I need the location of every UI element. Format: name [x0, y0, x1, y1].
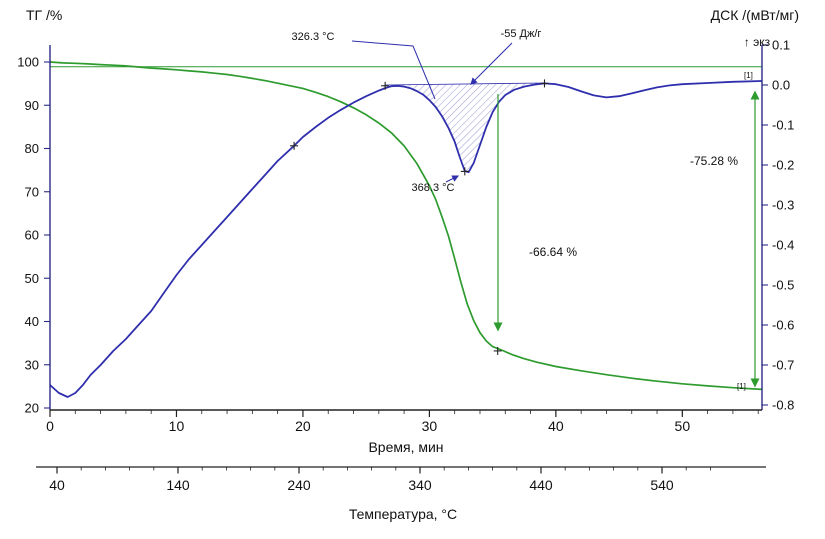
tg-tick-label: 60 [25, 228, 39, 243]
dsc-tick-label: -0.3 [772, 198, 794, 213]
dsc-axis-title: ДСК /(мВт/мг) [711, 7, 799, 23]
enthalpy-label: -55 Дж/г [501, 28, 542, 40]
tg-curve [49, 61, 763, 391]
tg-tick-label: 30 [25, 357, 39, 372]
dsc-tick-label: -0.2 [772, 158, 794, 173]
temperature-tick-label: 340 [408, 477, 432, 493]
tg-tick-label: 90 [25, 98, 39, 113]
time-tick-label: 30 [422, 418, 438, 434]
dsc-curve [49, 80, 763, 398]
peak-baseline [385, 82, 545, 86]
time-tick-label: 10 [169, 418, 185, 434]
tg-tick-label: 80 [25, 141, 39, 156]
tg-tick-label: 50 [25, 271, 39, 286]
temperature-tick-label: 440 [529, 477, 553, 493]
tg-curve-tag: [1] [737, 382, 746, 391]
tg-tick-label: 70 [25, 184, 39, 199]
tg-tick-label: 20 [25, 401, 39, 416]
exo-direction-label: ↑ экз [744, 35, 771, 49]
time-axis-label: Время, мин [368, 439, 443, 455]
mass-loss-2-label: -75.28 % [690, 154, 738, 168]
dsc-tick-label: -0.5 [772, 278, 794, 293]
temperature-tick-label: 140 [166, 477, 190, 493]
onset-construction-line [351, 40, 436, 100]
dsc-tick-label: 0.0 [772, 78, 790, 93]
dsc-tick-label: -0.6 [772, 318, 794, 333]
time-tick-label: 0 [46, 418, 54, 434]
enthalpy-arrow [470, 42, 513, 85]
dsc-tick-label: -0.4 [772, 238, 794, 253]
tg-tick-label: 100 [17, 55, 39, 70]
dsc-tick-label: -0.8 [772, 398, 794, 413]
dsc-tick-label: -0.1 [772, 118, 794, 133]
onset-temperature-label: 326.3 °C [292, 31, 335, 43]
mass-loss-1-label: -66.64 % [529, 245, 577, 259]
temperature-tick-label: 40 [49, 477, 65, 493]
time-tick-label: 20 [295, 418, 311, 434]
time-tick-label: 50 [675, 418, 691, 434]
tg-axis-title: ТГ /% [26, 7, 62, 23]
temperature-axis-label: Температура, °C [349, 506, 457, 522]
peak-pointer-arrow [445, 175, 460, 183]
peak-area-hatch [385, 83, 545, 173]
tg-tick-label: 40 [25, 314, 39, 329]
time-tick-label: 40 [548, 418, 564, 434]
peak-temperature-label: 368.3 °C [412, 182, 455, 194]
chart-generated-layer: 20304050607080901000.10.0-0.1-0.2-0.3-0.… [17, 38, 794, 494]
dsc-tick-label: -0.7 [772, 358, 794, 373]
dsc-tick-label: 0.1 [772, 38, 790, 53]
temperature-tick-label: 540 [650, 477, 674, 493]
temperature-tick-label: 240 [287, 477, 311, 493]
dsc-curve-tag: [1] [744, 71, 753, 80]
